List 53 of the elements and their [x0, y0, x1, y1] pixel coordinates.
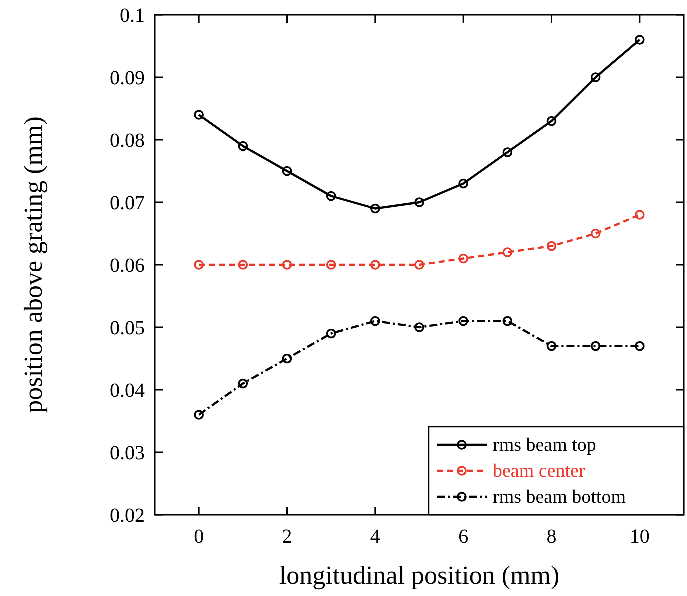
point — [502, 248, 513, 258]
point — [546, 241, 557, 252]
y-tick-label: 0.07 — [110, 192, 145, 214]
point — [590, 228, 601, 239]
point — [635, 210, 645, 220]
y-tick-label: 0.04 — [110, 380, 145, 402]
point — [282, 260, 292, 270]
x-tick-label: 0 — [194, 526, 204, 548]
point — [590, 341, 601, 352]
point — [590, 72, 601, 82]
y-tick-label: 0.03 — [110, 442, 145, 464]
point — [370, 316, 380, 326]
y-tick-label: 0.02 — [110, 505, 145, 527]
point — [458, 316, 468, 326]
x-tick-label: 8 — [546, 526, 557, 548]
point — [194, 110, 204, 120]
x-axis-title: longitudinal position (mm) — [279, 561, 560, 590]
legend-label: beam center — [493, 461, 586, 482]
point — [370, 260, 380, 270]
y-tick-label: 0.08 — [110, 130, 145, 152]
legend-label: rms beam bottom — [493, 487, 626, 508]
point — [238, 141, 248, 152]
point — [194, 260, 204, 270]
point — [326, 328, 336, 339]
x-tick-label: 6 — [458, 526, 469, 548]
point — [546, 116, 557, 126]
point — [414, 198, 424, 208]
point — [282, 166, 292, 176]
x-tick-label: 2 — [282, 526, 292, 548]
point — [458, 254, 468, 264]
x-tick-label: 4 — [370, 526, 380, 548]
y-axis-title: position above grating (mm) — [19, 116, 48, 414]
x-tick-label: 10 — [630, 526, 650, 548]
point — [326, 191, 336, 202]
y-tick-label: 0.09 — [110, 68, 145, 90]
point — [282, 354, 292, 364]
point — [635, 35, 645, 45]
point — [414, 260, 424, 270]
point — [194, 410, 204, 420]
y-tick-label: 0.06 — [110, 255, 145, 277]
legend-label: rms beam top — [493, 435, 596, 456]
point — [635, 341, 645, 352]
y-tick-label: 0.1 — [120, 5, 145, 27]
point — [238, 378, 248, 389]
point — [502, 148, 513, 158]
point — [458, 178, 468, 189]
point — [238, 260, 248, 270]
point — [414, 322, 424, 332]
point — [546, 341, 557, 352]
point — [370, 204, 380, 214]
point — [326, 260, 336, 270]
y-tick-label: 0.05 — [110, 318, 145, 340]
point — [502, 316, 513, 326]
